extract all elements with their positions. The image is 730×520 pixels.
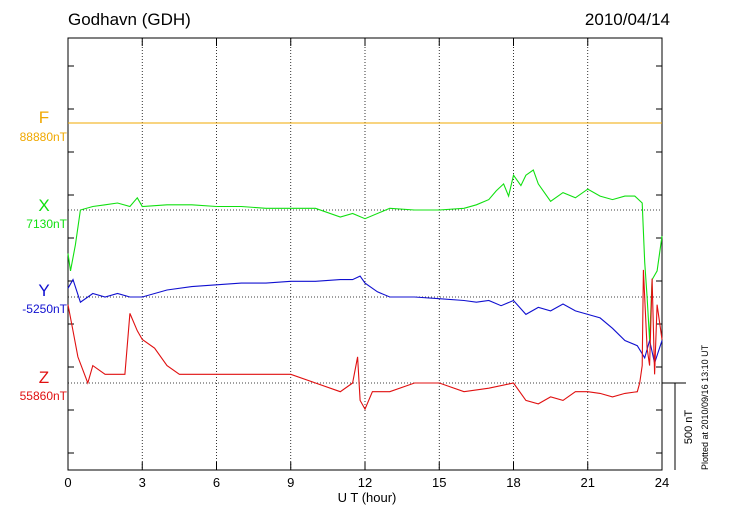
date-title: 2010/04/14 <box>584 10 670 29</box>
grid-lines <box>141 38 589 470</box>
x-tick-label-15: 15 <box>432 475 446 490</box>
baseline-z: 55860nT <box>19 389 67 403</box>
series-line-y <box>67 275 663 366</box>
label-x: X <box>38 196 50 215</box>
x-axis-label: U T (hour) <box>338 490 397 505</box>
x-tick-label-18: 18 <box>506 475 520 490</box>
x-tick-label-21: 21 <box>581 475 595 490</box>
scale-bar-label: 500 nT <box>683 410 695 445</box>
label-z: Z <box>38 368 50 387</box>
baseline-x: 7130nT <box>26 217 67 231</box>
plotted-text: Plotted at 2010/09/16 13:10 UT <box>700 344 710 470</box>
series-line-z <box>67 269 663 411</box>
plotted-note: Plotted at 2010/09/16 13:10 UT <box>700 345 714 484</box>
label-y: Y <box>38 281 50 300</box>
axis-ticks: 0 3 6 9 12 15 18 21 24 <box>64 38 669 490</box>
label-f: F <box>38 108 50 127</box>
scale-bar: 500 nT <box>662 382 695 470</box>
series-line-x <box>67 169 663 341</box>
series-lines <box>67 122 663 411</box>
x-tick-label-3: 3 <box>139 475 146 490</box>
x-tick-label-0: 0 <box>64 475 71 490</box>
x-tick-label-6: 6 <box>213 475 220 490</box>
baseline-f: 88880nT <box>19 130 67 144</box>
x-tick-label-12: 12 <box>358 475 372 490</box>
station-title: Godhavn (GDH) <box>68 10 191 29</box>
x-tick-label-24: 24 <box>655 475 669 490</box>
x-tick-label-9: 9 <box>287 475 294 490</box>
baseline-y: -5250nT <box>22 302 67 316</box>
